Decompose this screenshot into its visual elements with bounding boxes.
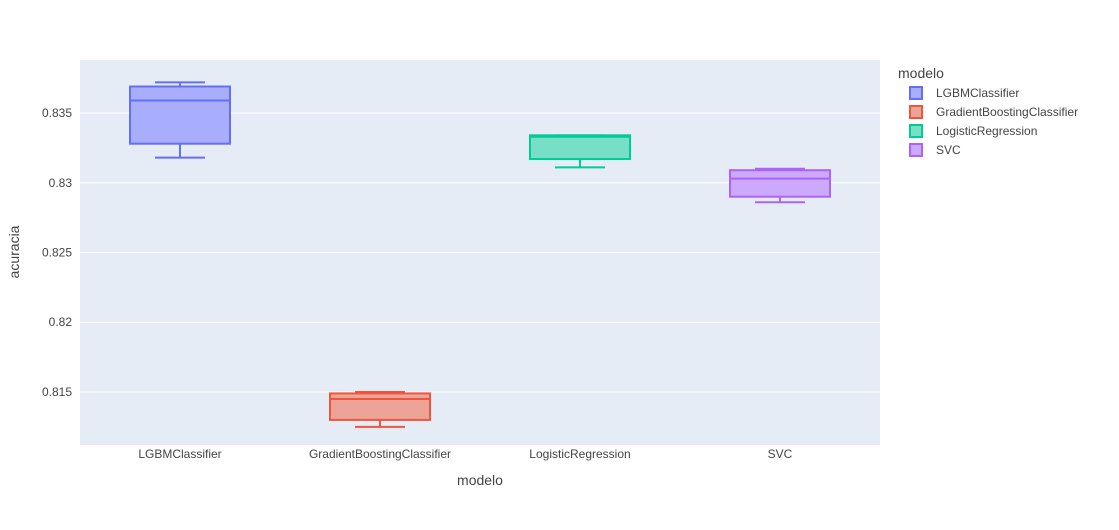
y-axis-title: acuracia xyxy=(6,225,22,278)
x-tick-label: LGBMClassifier xyxy=(138,447,221,461)
x-axis-title: modelo xyxy=(457,472,503,488)
y-tick-label: 0.815 xyxy=(42,385,72,399)
x-tick-label: LogisticRegression xyxy=(529,447,630,461)
gridlines xyxy=(80,112,880,393)
y-tick-labels: 0.815 0.82 0.825 0.83 0.835 xyxy=(42,106,72,399)
legend-item-gradientboostingclassifier[interactable]: GradientBoostingClassifier xyxy=(909,105,1078,119)
x-tick-label: SVC xyxy=(768,447,793,461)
legend-swatch xyxy=(909,105,923,119)
iqr-box xyxy=(129,85,231,145)
box-svc[interactable] xyxy=(729,167,831,204)
y-tick-label: 0.825 xyxy=(42,246,72,260)
legend-label: LGBMClassifier xyxy=(936,86,1019,100)
box-lgbmclassifier[interactable] xyxy=(129,81,231,159)
iqr-box xyxy=(329,392,431,421)
x-tick-labels: LGBMClassifier GradientBoostingClassifier… xyxy=(138,447,792,461)
legend-swatch xyxy=(909,143,923,157)
y-tick-label: 0.82 xyxy=(49,315,73,329)
legend: modelo LGBMClassifier GradientBoostingCla… xyxy=(898,65,1078,157)
y-tick-label: 0.835 xyxy=(42,106,72,120)
boxes xyxy=(129,81,831,428)
legend-item-lgbmclassifier[interactable]: LGBMClassifier xyxy=(909,86,1019,100)
legend-label: GradientBoostingClassifier xyxy=(936,105,1078,119)
legend-title: modelo xyxy=(898,65,944,81)
legend-item-svc[interactable]: SVC xyxy=(909,143,961,157)
legend-swatch xyxy=(909,86,923,100)
y-tick-label: 0.83 xyxy=(49,176,73,190)
legend-label: SVC xyxy=(936,143,961,157)
legend-swatch xyxy=(909,124,923,138)
iqr-box xyxy=(729,169,831,198)
iqr-box xyxy=(529,134,631,161)
legend-label: LogisticRegression xyxy=(936,124,1037,138)
box-gradientboostingclassifier[interactable] xyxy=(329,390,431,428)
legend-item-logisticregression[interactable]: LogisticRegression xyxy=(909,124,1037,138)
x-tick-label: GradientBoostingClassifier xyxy=(309,447,451,461)
box-logisticregression[interactable] xyxy=(529,134,631,169)
